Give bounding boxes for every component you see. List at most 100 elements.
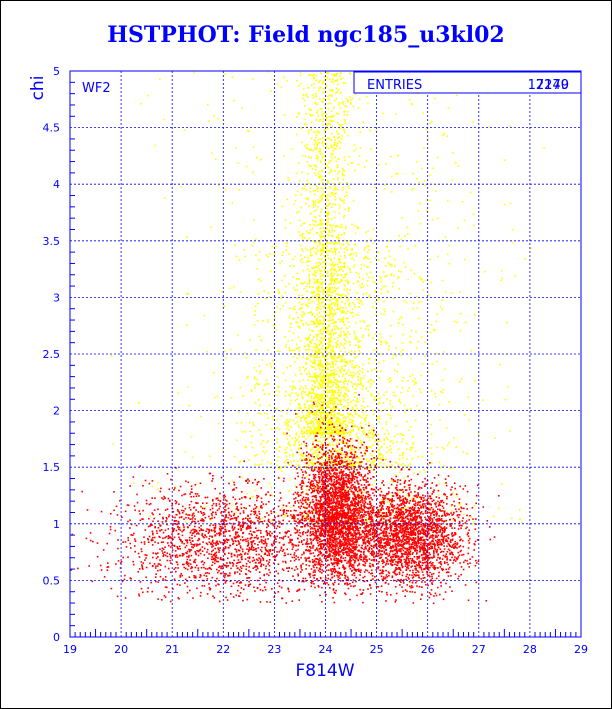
scatter-point bbox=[317, 322, 320, 325]
scatter-point bbox=[284, 433, 287, 435]
scatter-point bbox=[383, 516, 385, 519]
scatter-point bbox=[334, 546, 336, 548]
scatter-point bbox=[323, 130, 326, 132]
scatter-point bbox=[429, 507, 431, 509]
scatter-point bbox=[315, 433, 317, 435]
scatter-point bbox=[284, 395, 287, 397]
scatter-point bbox=[347, 395, 349, 398]
scatter-point bbox=[321, 142, 324, 145]
scatter-point bbox=[319, 239, 322, 241]
scatter-point bbox=[329, 420, 332, 423]
scatter-point bbox=[333, 75, 335, 78]
scatter-point bbox=[347, 445, 349, 447]
scatter-point bbox=[308, 298, 311, 301]
scatter-point bbox=[336, 91, 339, 93]
scatter-point bbox=[327, 217, 330, 220]
scatter-point bbox=[423, 147, 425, 149]
scatter-point bbox=[347, 380, 350, 382]
scatter-point bbox=[312, 489, 314, 492]
scatter-point bbox=[316, 492, 319, 494]
scatter-point bbox=[339, 401, 341, 403]
scatter-point bbox=[325, 126, 327, 128]
scatter-point bbox=[314, 363, 316, 365]
scatter-point bbox=[385, 421, 388, 423]
scatter-point bbox=[314, 382, 316, 384]
scatter-point bbox=[332, 302, 335, 304]
scatter-point bbox=[331, 251, 334, 253]
scatter-point bbox=[316, 325, 318, 328]
scatter-point bbox=[333, 273, 336, 275]
scatter-point bbox=[217, 117, 219, 120]
scatter-point bbox=[457, 227, 459, 230]
scatter-point bbox=[321, 246, 324, 249]
scatter-point bbox=[316, 462, 319, 464]
scatter-point bbox=[337, 308, 340, 311]
scatter-point bbox=[328, 442, 331, 444]
scatter-point bbox=[327, 214, 329, 216]
scatter-point bbox=[331, 276, 333, 279]
scatter-point bbox=[320, 222, 322, 224]
scatter-point bbox=[315, 404, 318, 407]
scatter-point bbox=[322, 330, 325, 333]
scatter-point bbox=[339, 124, 341, 127]
scatter-point bbox=[354, 357, 356, 359]
scatter-point bbox=[338, 170, 341, 173]
scatter-point bbox=[463, 219, 466, 222]
scatter-point bbox=[509, 430, 511, 432]
scatter-point bbox=[328, 391, 331, 394]
scatter-point bbox=[353, 424, 356, 427]
scatter-point bbox=[284, 449, 286, 451]
scatter-point bbox=[301, 236, 304, 238]
scatter-point bbox=[313, 426, 316, 429]
scatter-point bbox=[311, 526, 313, 529]
scatter-point bbox=[337, 172, 339, 175]
scatter-point bbox=[324, 185, 326, 187]
scatter-point bbox=[318, 151, 320, 153]
scatter-point bbox=[344, 557, 347, 559]
scatter-point bbox=[313, 190, 315, 193]
scatter-point bbox=[321, 366, 324, 368]
scatter-point bbox=[384, 285, 386, 288]
scatter-point bbox=[406, 442, 408, 445]
scatter-point bbox=[310, 365, 313, 368]
scatter-point bbox=[337, 456, 339, 459]
scatter-point bbox=[332, 363, 334, 366]
scatter-point bbox=[417, 210, 420, 212]
scatter-point bbox=[333, 354, 336, 356]
scatter-point bbox=[306, 485, 309, 487]
scatter-point bbox=[310, 406, 313, 408]
scatter-point bbox=[336, 142, 339, 144]
scatter-point bbox=[377, 438, 380, 440]
scatter-point bbox=[317, 405, 319, 407]
scatter-point bbox=[446, 427, 448, 429]
scatter-point bbox=[368, 276, 370, 279]
scatter-point bbox=[297, 190, 299, 193]
scatter-point bbox=[259, 372, 261, 375]
scatter-point bbox=[315, 376, 318, 378]
scatter-point bbox=[339, 259, 341, 261]
scatter-point bbox=[342, 394, 345, 397]
scatter-point bbox=[303, 431, 306, 433]
scatter-point bbox=[313, 432, 315, 435]
scatter-point bbox=[318, 503, 321, 505]
scatter-point bbox=[230, 397, 233, 399]
scatter-point bbox=[347, 439, 349, 442]
scatter-point bbox=[357, 345, 360, 347]
scatter-point bbox=[332, 146, 334, 148]
scatter-point bbox=[340, 462, 343, 464]
scatter-point bbox=[311, 349, 313, 352]
scatter-point bbox=[344, 254, 346, 257]
scatter-point bbox=[330, 410, 332, 413]
scatter-point bbox=[326, 485, 329, 487]
scatter-point bbox=[316, 448, 319, 451]
scatter-point bbox=[325, 242, 327, 245]
scatter-point bbox=[343, 364, 346, 367]
scatter-point bbox=[310, 84, 313, 87]
scatter-point bbox=[307, 393, 310, 395]
scatter-point bbox=[345, 499, 347, 502]
scatter-point bbox=[323, 401, 326, 404]
scatter-point bbox=[329, 400, 331, 403]
scatter-point bbox=[383, 188, 386, 190]
scatter-point bbox=[328, 375, 331, 378]
scatter-point bbox=[328, 98, 330, 101]
